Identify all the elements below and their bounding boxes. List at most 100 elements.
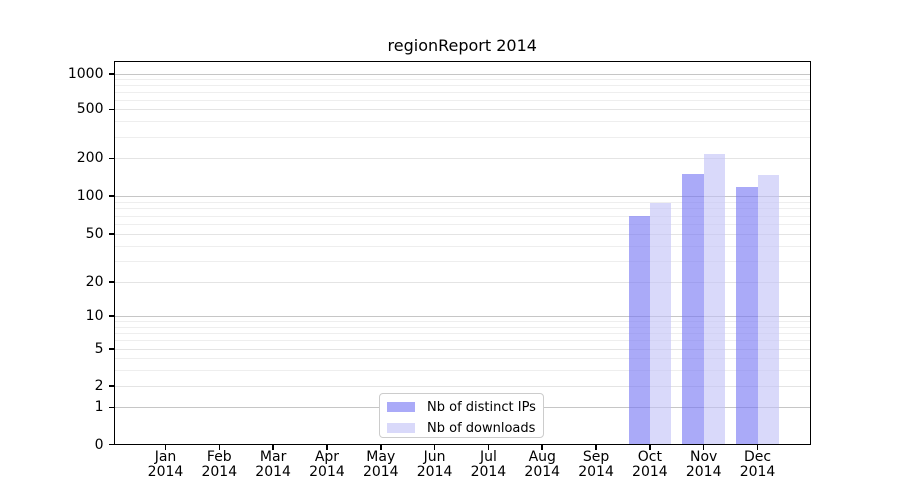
gridline-20: [113, 281, 811, 283]
minor-gridline-7: [113, 332, 811, 334]
plot-area: [113, 61, 811, 445]
x-tick-mark-jul: [487, 444, 490, 450]
legend-item-distinct-ips: Nb of distinct IPs: [387, 399, 543, 416]
y-tick-mark-1000: [108, 73, 114, 75]
y-tick-label-1000: 1000: [67, 66, 104, 82]
legend-swatch-distinct-ips-icon: [387, 401, 415, 413]
chart-title: regionReport 2014: [387, 36, 537, 55]
x-tick-label-line: Mar: [259, 449, 287, 465]
minor-gridline-70: [113, 215, 811, 217]
gridline-200: [113, 158, 811, 160]
x-tick-label-line: Apr: [314, 449, 340, 465]
y-tick-mark-2: [108, 385, 114, 387]
y-tick-label-500: 500: [76, 101, 104, 118]
x-tick-label-line: 2014: [416, 464, 453, 480]
x-tick-label-may: May 2014: [341, 450, 421, 480]
minor-gridline-30: [113, 260, 811, 262]
bar-dec-nb-of-downloads: [757, 175, 779, 445]
x-tick-label-line: 2014: [685, 464, 722, 480]
gridline-50: [113, 233, 811, 235]
minor-gridline-6: [113, 340, 811, 342]
y-tick-label-50: 50: [85, 225, 104, 242]
x-tick-label-sep: Sep 2014: [556, 450, 636, 480]
minor-gridline-8: [113, 326, 811, 328]
y-tick-label-200: 200: [76, 150, 104, 167]
x-tick-label-line: 2014: [739, 464, 776, 480]
legend-swatch-downloads-icon: [387, 422, 415, 434]
x-tick-mark-may: [380, 444, 382, 450]
bar-oct-nb-of-distinct-ips: [628, 215, 650, 445]
minor-gridline-800: [113, 85, 811, 87]
x-tick-label-line: Sep: [582, 449, 610, 465]
x-tick-mark-sep: [595, 444, 597, 450]
x-tick-label-line: Jul: [479, 449, 497, 465]
x-tick-label-mar: Mar 2014: [233, 450, 313, 480]
legend-item-downloads: Nb of downloads: [387, 420, 543, 437]
x-tick-label-jul: Jul 2014: [448, 450, 528, 480]
x-tick-label-nov: Nov 2014: [664, 450, 744, 480]
gridline-100: [113, 195, 811, 197]
x-tick-label-aug: Aug 2014: [502, 450, 582, 480]
x-tick-label-feb: Feb 2014: [179, 450, 259, 480]
x-tick-label-line: Oct: [637, 449, 662, 465]
x-tick-label-line: 2014: [470, 464, 507, 480]
gridline-500: [113, 109, 811, 111]
gridline-1000: [113, 74, 811, 75]
x-tick-label-line: Jun: [423, 449, 446, 465]
bar-nov-nb-of-downloads: [703, 154, 725, 445]
y-tick-label-0: 0: [94, 436, 104, 453]
x-tick-label-line: Feb: [206, 449, 232, 465]
y-tick-label-2: 2: [94, 378, 104, 394]
gridline-5: [113, 348, 811, 350]
minor-gridline-60: [113, 224, 811, 225]
x-tick-label-oct: Oct 2014: [610, 450, 690, 480]
x-tick-mark-jan: [164, 444, 167, 450]
x-tick-label-line: 2014: [362, 464, 399, 480]
x-tick-label-line: 2014: [309, 464, 345, 480]
x-tick-mark-oct: [649, 444, 651, 450]
x-tick-label-line: 2014: [632, 464, 668, 480]
x-tick-label-line: Dec: [743, 449, 772, 465]
x-tick-label-line: May: [366, 449, 396, 465]
y-tick-mark-5: [108, 348, 114, 350]
minor-gridline-40: [113, 245, 811, 247]
minor-gridline-300: [113, 136, 811, 138]
minor-gridline-3: [113, 369, 811, 371]
x-tick-label-line: Aug: [528, 449, 556, 465]
x-tick-label-line: 2014: [255, 464, 291, 480]
y-tick-label-1: 1: [94, 399, 104, 416]
x-tick-mark-apr: [326, 444, 328, 450]
x-tick-label-apr: Apr 2014: [287, 450, 367, 480]
minor-gridline-4: [113, 358, 811, 359]
x-tick-mark-nov: [702, 444, 705, 450]
legend-label-downloads: Nb of downloads: [427, 420, 536, 436]
y-tick-label-20: 20: [85, 273, 104, 290]
x-tick-label-line: 2014: [524, 464, 561, 480]
x-tick-label-line: 2014: [201, 464, 238, 480]
x-tick-label-jan: Jan 2014: [126, 450, 206, 480]
y-tick-label-10: 10: [85, 307, 104, 324]
y-tick-mark-0: [108, 443, 114, 446]
x-tick-label-jun: Jun 2014: [395, 450, 475, 480]
y-tick-mark-1: [108, 406, 114, 409]
y-tick-mark-10: [108, 315, 114, 317]
y-tick-mark-100: [108, 195, 114, 197]
legend-label-distinct-ips: Nb of distinct IPs: [427, 399, 536, 415]
minor-gridline-400: [113, 121, 811, 123]
bar-dec-nb-of-distinct-ips: [736, 186, 758, 445]
x-tick-label-dec: Dec 2014: [718, 450, 798, 480]
minor-gridline-700: [113, 92, 811, 94]
bar-nov-nb-of-distinct-ips: [682, 173, 704, 445]
minor-gridline-80: [113, 208, 811, 210]
y-tick-label-5: 5: [94, 340, 104, 357]
minor-gridline-600: [113, 100, 811, 101]
y-tick-mark-20: [108, 281, 114, 283]
y-tick-label-100: 100: [76, 187, 104, 204]
x-tick-mark-mar: [272, 444, 274, 450]
x-tick-mark-aug: [541, 444, 543, 450]
legend: Nb of distinct IPs Nb of downloads: [379, 392, 544, 438]
bar-oct-nb-of-downloads: [649, 203, 672, 445]
x-tick-label-line: 2014: [578, 464, 614, 480]
gridline-2: [113, 386, 811, 387]
